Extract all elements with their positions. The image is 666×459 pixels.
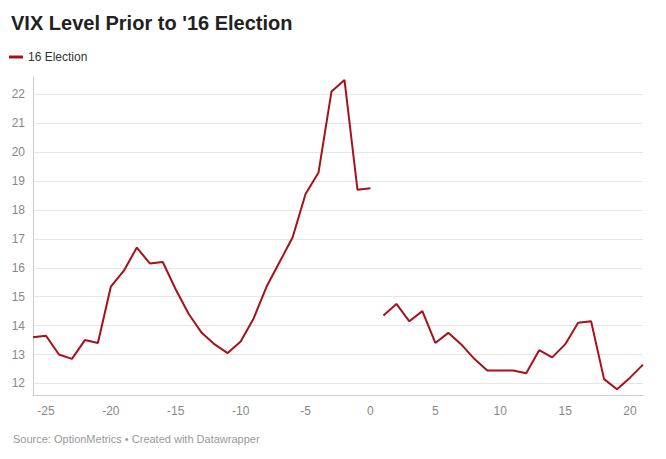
svg-text:20: 20 [623, 404, 637, 418]
svg-text:15: 15 [558, 404, 572, 418]
svg-text:21: 21 [12, 116, 26, 130]
svg-text:18: 18 [12, 203, 26, 217]
svg-text:-5: -5 [300, 404, 311, 418]
svg-text:-15: -15 [167, 404, 185, 418]
svg-text:14: 14 [12, 319, 26, 333]
svg-text:13: 13 [12, 348, 26, 362]
svg-text:16 Election: 16 Election [28, 50, 87, 64]
svg-text:-10: -10 [232, 404, 250, 418]
svg-text:Source: OptionMetrics • Create: Source: OptionMetrics • Created with Dat… [13, 433, 260, 445]
svg-text:20: 20 [12, 145, 26, 159]
svg-text:22: 22 [12, 87, 26, 101]
svg-text:15: 15 [12, 290, 26, 304]
svg-text:16: 16 [12, 261, 26, 275]
svg-text:12: 12 [12, 376, 26, 390]
svg-text:5: 5 [432, 404, 439, 418]
svg-text:19: 19 [12, 174, 26, 188]
svg-text:-20: -20 [102, 404, 120, 418]
svg-text:10: 10 [494, 404, 508, 418]
svg-text:17: 17 [12, 232, 26, 246]
svg-text:-25: -25 [37, 404, 55, 418]
svg-text:VIX Level Prior to '16 Electio: VIX Level Prior to '16 Election [11, 12, 293, 34]
svg-text:0: 0 [367, 404, 374, 418]
